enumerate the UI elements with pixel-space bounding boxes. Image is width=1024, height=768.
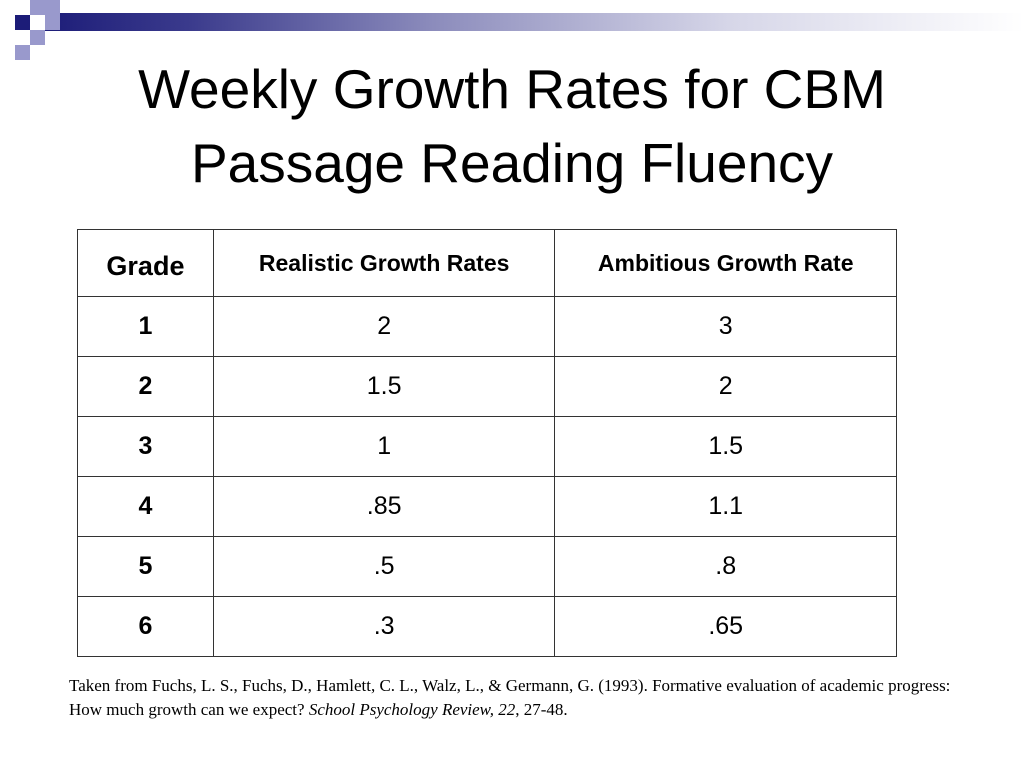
cell-grade: 6 [77, 596, 214, 657]
header-grade: Grade [77, 229, 214, 297]
cell-ambitious: 2 [554, 356, 897, 417]
title-line-2: Passage Reading Fluency [190, 132, 834, 194]
cell-realistic: .5 [212, 536, 556, 597]
title-line-1: Weekly Growth Rates for CBM [138, 58, 886, 120]
table-row: 6 .3 .65 [77, 596, 897, 657]
table-header-row: Grade Realistic Growth Rates Ambitious G… [77, 229, 897, 297]
table-row: 4 .85 1.1 [77, 476, 897, 537]
table-row: 5 .5 .8 [77, 536, 897, 597]
cell-grade: 1 [77, 296, 214, 357]
table-row: 2 1.5 2 [77, 356, 897, 417]
cell-realistic: .85 [212, 476, 556, 537]
header-ambitious: Ambitious Growth Rate [554, 229, 897, 297]
deco-square-7 [15, 45, 30, 60]
header-decoration [0, 0, 1024, 70]
cell-ambitious: 1.5 [554, 416, 897, 477]
header-gradient-bar [40, 13, 1024, 31]
header-realistic: Realistic Growth Rates [212, 229, 556, 297]
cell-ambitious: 1.1 [554, 476, 897, 537]
cell-grade: 4 [77, 476, 214, 537]
table-row: 3 1 1.5 [77, 416, 897, 477]
cell-realistic: 1.5 [212, 356, 556, 417]
growth-rates-table: Grade Realistic Growth Rates Ambitious G… [77, 229, 897, 657]
cell-grade: 3 [77, 416, 214, 477]
citation: Taken from Fuchs, L. S., Fuchs, D., Haml… [69, 674, 969, 722]
deco-square-2 [30, 0, 45, 15]
deco-square-4 [30, 15, 45, 30]
cell-grade: 2 [77, 356, 214, 417]
cell-grade: 5 [77, 536, 214, 597]
cell-ambitious: 3 [554, 296, 897, 357]
cell-ambitious: .8 [554, 536, 897, 597]
deco-square-3 [45, 0, 60, 15]
deco-square-1 [15, 15, 30, 30]
table-row: 1 2 3 [77, 296, 897, 357]
cell-realistic: .3 [212, 596, 556, 657]
citation-journal: School Psychology Review, 22 [308, 700, 516, 719]
citation-pages: , 27-48. [515, 700, 568, 719]
cell-realistic: 1 [212, 416, 556, 477]
citation-text: Taken from Fuchs, L. S., Fuchs, D., Haml… [69, 676, 951, 719]
deco-square-6 [30, 30, 45, 45]
deco-square-5 [45, 15, 60, 30]
cell-ambitious: .65 [554, 596, 897, 657]
cell-realistic: 2 [212, 296, 556, 357]
page-title: Weekly Growth Rates for CBM Passage Read… [0, 52, 1024, 200]
